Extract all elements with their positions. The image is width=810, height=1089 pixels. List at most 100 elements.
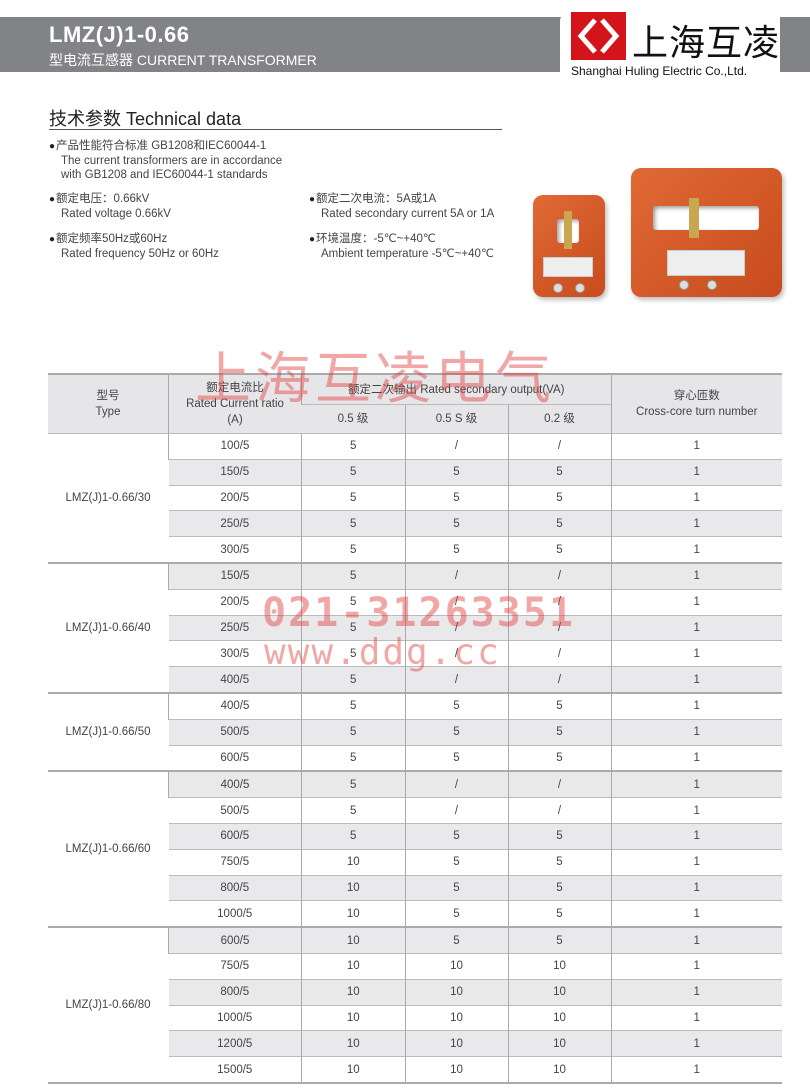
class-0.5-cell: 5: [301, 536, 405, 563]
class-0.5s-cell: 5: [404, 536, 508, 563]
model-cell: LMZ(J)1-0.66/60: [48, 770, 169, 928]
class-0.2-cell: /: [507, 614, 611, 641]
class-0.5-cell: 5: [301, 614, 405, 641]
ratio-cell: 400/5: [168, 770, 302, 798]
turns-cell: 1: [610, 978, 782, 1006]
product-image-small: [533, 195, 605, 297]
table-row: 300/5 5 5 5 1: [48, 536, 782, 563]
class-0.5-cell: 10: [301, 1056, 405, 1083]
ratio-cell: 1500/5: [168, 1056, 302, 1083]
table-row: 1000/5 10 5 5 1: [48, 900, 782, 928]
ratio-cell: 200/5: [168, 588, 302, 616]
class-0.5s-cell: 10: [404, 952, 508, 980]
class-0.5s-cell: 10: [404, 1056, 508, 1083]
class-0.5s-cell: /: [404, 588, 508, 616]
class-0.5-cell: 10: [301, 926, 405, 954]
table-row: 200/5 5//1: [48, 588, 782, 616]
class-0.2-cell: 5: [507, 484, 611, 511]
table-row: 500/5 5//1: [48, 797, 782, 824]
class-0.5s-cell: 5: [404, 510, 508, 537]
class-0.5-cell: 10: [301, 874, 405, 901]
brand-name-en: Shanghai Huling Electric Co.,Ltd.: [571, 64, 748, 78]
table-row: 250/5 5 5 5 1: [48, 510, 782, 537]
class-0.5-cell: 5: [301, 640, 405, 667]
bullet-icon: ●: [49, 141, 56, 152]
turns-cell: 1: [610, 797, 782, 824]
header-class-0.5: 0.5 级: [301, 404, 405, 434]
spec-temperature: ●环境温度：-5℃~+40℃ Ambient temperature -5℃~+…: [309, 233, 494, 260]
turns-cell: 1: [610, 874, 782, 901]
class-0.5s-cell: /: [404, 666, 508, 693]
turns-cell: 1: [610, 926, 782, 954]
ratio-cell: 1200/5: [168, 1030, 302, 1057]
table-row: 750/5 10 10 10 1: [48, 952, 782, 980]
class-0.5s-cell: 5: [404, 458, 508, 486]
class-0.2-cell: /: [507, 770, 611, 798]
ratio-cell: 100/5: [168, 433, 302, 460]
ratio-cell: 150/5: [168, 458, 302, 486]
class-0.2-cell: /: [507, 433, 611, 460]
table-row: 600/5 5 5 5 1: [48, 744, 782, 772]
class-0.5s-cell: 5: [404, 744, 508, 772]
class-0.2-cell: 10: [507, 1030, 611, 1057]
turns-cell: 1: [610, 484, 782, 511]
spec-standard: ●产品性能符合标准 GB1208和IEC60044-1 The current …: [49, 140, 283, 181]
class-0.2-cell: 10: [507, 1004, 611, 1031]
product-image-large: [631, 168, 782, 297]
table-row: LMZ(J)1-0.66/50 400/5 5 5 5 1: [48, 691, 782, 772]
section-title: 技术参数 Technical data: [49, 109, 242, 129]
model-cell: LMZ(J)1-0.66/30: [48, 432, 169, 563]
table-row: 1200/5 10 10 10 1: [48, 1030, 782, 1057]
class-0.2-cell: 5: [507, 510, 611, 537]
bullet-icon: ●: [49, 194, 56, 205]
turns-cell: 1: [610, 691, 782, 720]
ratio-cell: 400/5: [168, 691, 302, 720]
class-0.2-cell: /: [507, 640, 611, 667]
class-0.2-cell: /: [507, 588, 611, 616]
model-cell: LMZ(J)1-0.66/50: [48, 691, 169, 772]
class-0.5-cell: 10: [301, 1004, 405, 1031]
turns-cell: 1: [610, 1030, 782, 1057]
class-0.5s-cell: 5: [404, 926, 508, 954]
ratio-cell: 750/5: [168, 848, 302, 876]
table-row: 1500/5 10 10 10 1: [48, 1056, 782, 1083]
divider: [49, 129, 502, 130]
turns-cell: 1: [610, 510, 782, 537]
class-0.2-cell: 10: [507, 952, 611, 980]
class-0.5-cell: 10: [301, 978, 405, 1006]
class-0.5-cell: 10: [301, 1030, 405, 1057]
class-0.5s-cell: /: [404, 797, 508, 824]
product-subtitle: 型电流互感器 CURRENT TRANSFORMER: [49, 52, 317, 68]
class-0.5s-cell: /: [404, 433, 508, 460]
bullet-icon: ●: [309, 194, 316, 205]
class-0.2-cell: 5: [507, 900, 611, 928]
class-0.5s-cell: 5: [404, 848, 508, 876]
class-0.2-cell: 5: [507, 822, 611, 850]
class-0.5-cell: 5: [301, 822, 405, 850]
ratio-cell: 400/5: [168, 666, 302, 693]
turns-cell: 1: [610, 770, 782, 798]
class-0.5-cell: 5: [301, 691, 405, 720]
ratio-cell: 600/5: [168, 822, 302, 850]
header-turns: 穿心匝数 Cross-core turn number: [610, 373, 782, 434]
class-0.5s-cell: 5: [404, 691, 508, 720]
turns-cell: 1: [610, 640, 782, 667]
table-row: 800/5 10 10 10 1: [48, 978, 782, 1006]
class-0.2-cell: 5: [507, 458, 611, 486]
ratio-cell: 300/5: [168, 640, 302, 667]
turns-cell: 1: [610, 458, 782, 486]
class-0.2-cell: /: [507, 797, 611, 824]
class-0.2-cell: /: [507, 561, 611, 590]
ratio-cell: 600/5: [168, 744, 302, 772]
class-0.5-cell: 10: [301, 952, 405, 980]
turns-cell: 1: [610, 952, 782, 980]
turns-cell: 1: [610, 433, 782, 460]
bullet-icon: ●: [309, 234, 316, 245]
turns-cell: 1: [610, 614, 782, 641]
class-0.5-cell: 10: [301, 848, 405, 876]
class-0.5s-cell: /: [404, 614, 508, 641]
class-0.2-cell: 10: [507, 1056, 611, 1083]
table-row: 300/5 5//1: [48, 640, 782, 667]
spec-voltage: ●额定电压：0.66kV Rated voltage 0.66kV: [49, 193, 171, 220]
ratio-cell: 800/5: [168, 978, 302, 1006]
